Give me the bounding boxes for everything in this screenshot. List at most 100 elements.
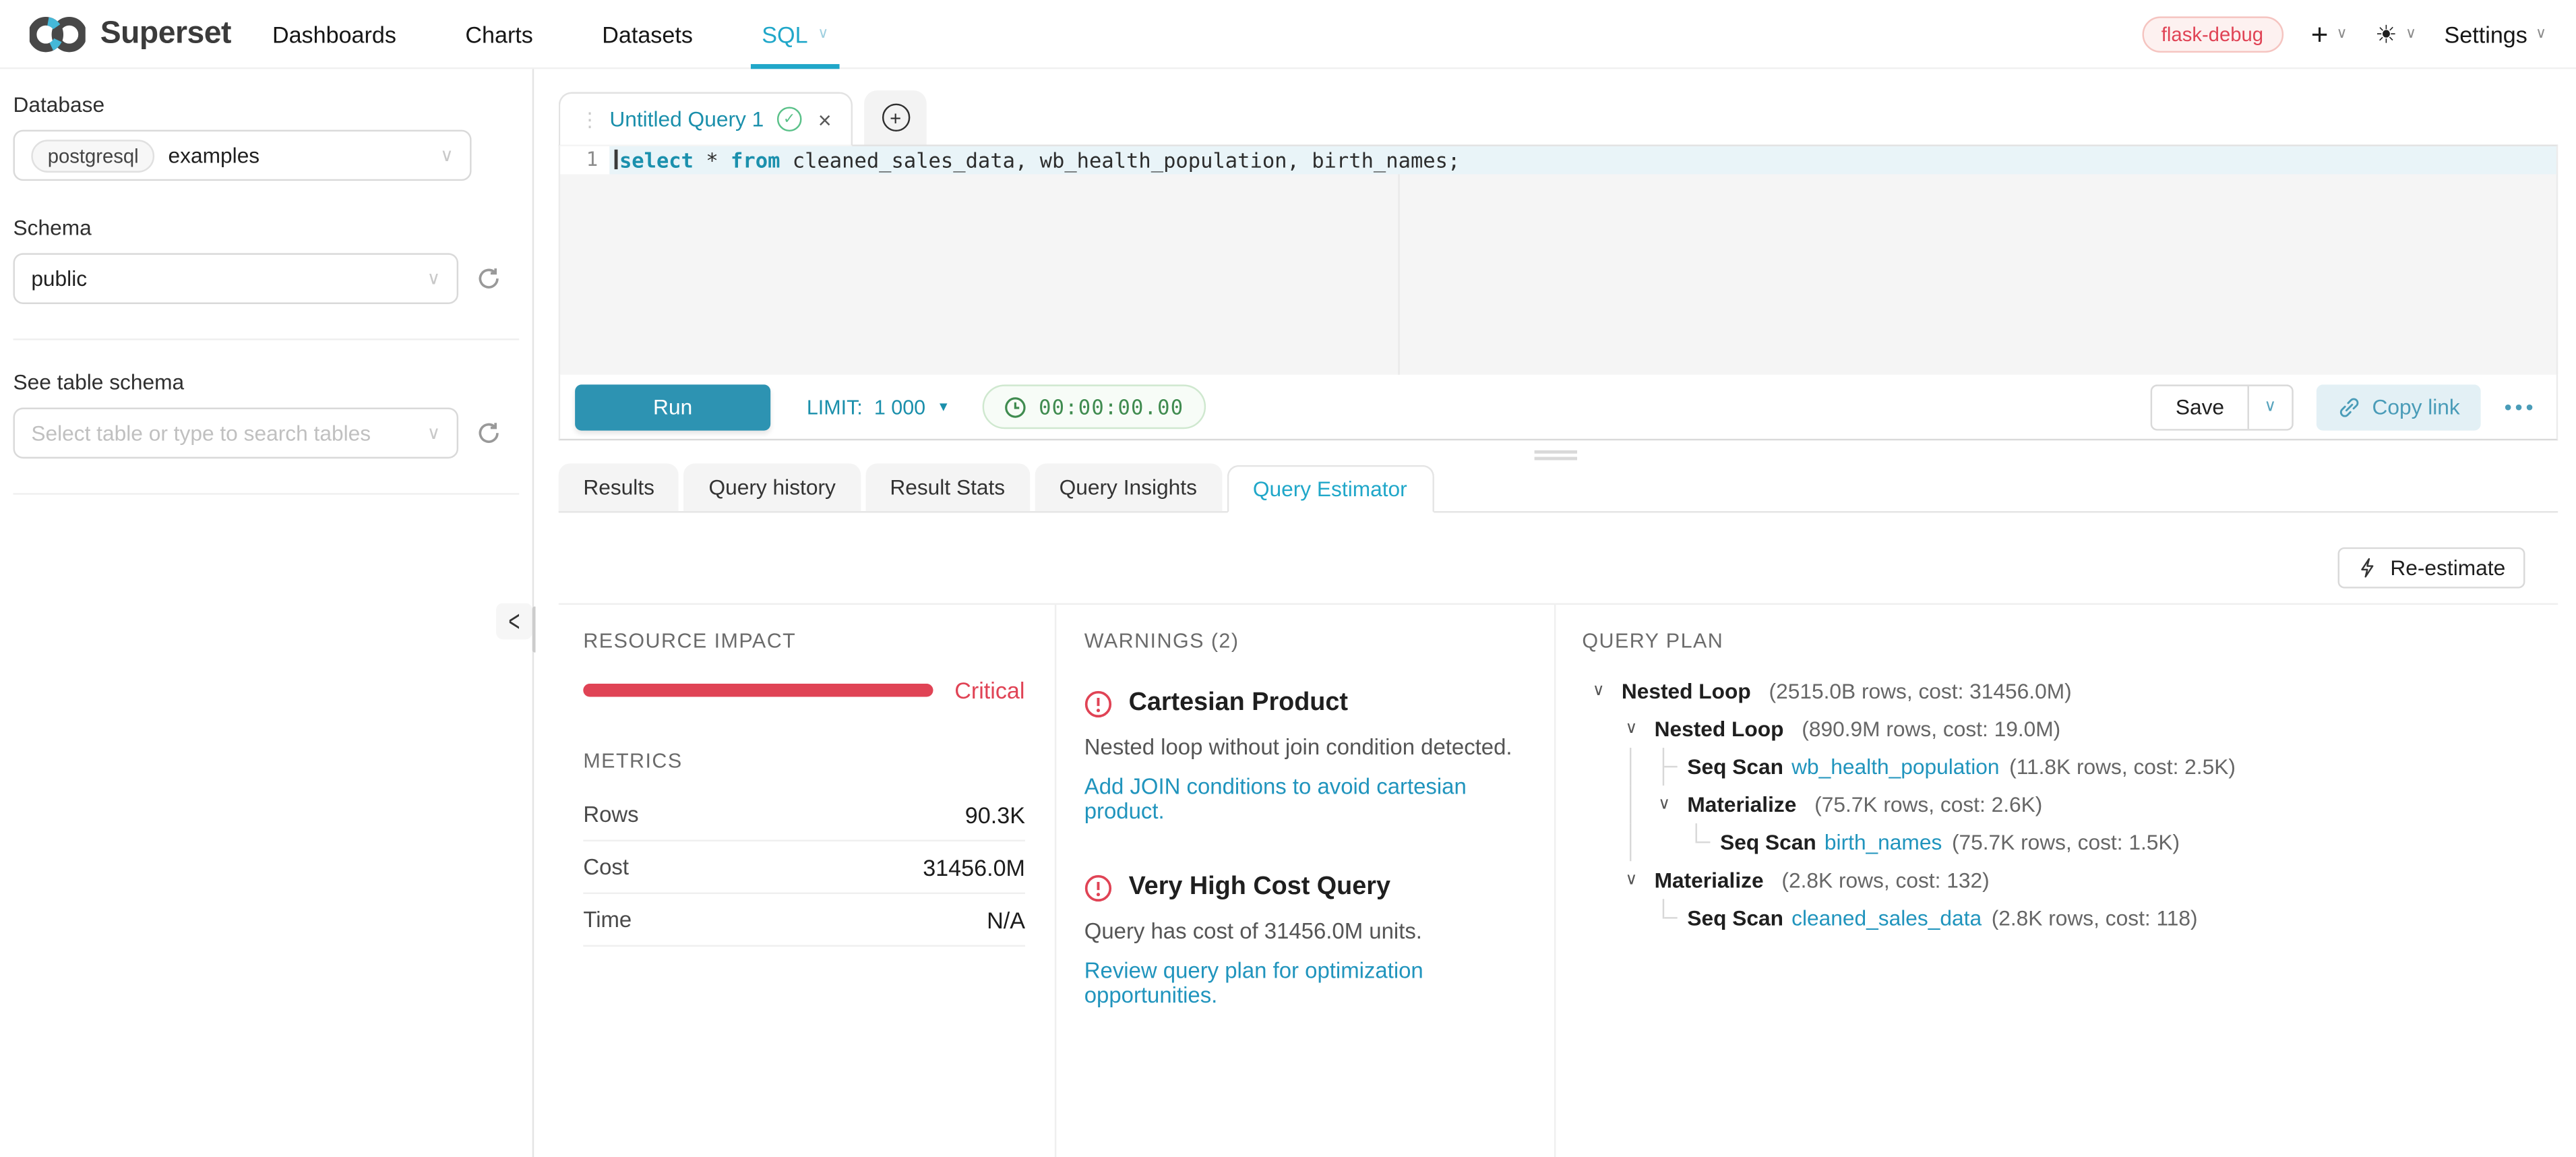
drag-handle-icon[interactable]: ⋮ — [580, 107, 599, 131]
table-select-placeholder: Select table or type to search tables — [31, 421, 371, 446]
metrics-title: METRICS — [583, 749, 683, 773]
nav-item-dashboards[interactable]: Dashboards — [272, 20, 396, 47]
line-number: 1 — [560, 146, 610, 175]
superset-logo[interactable]: Superset — [29, 12, 232, 55]
plan-node: ∨ Materialize (75.7K rows, cost: 2.6K) — [1582, 785, 2542, 824]
warnings-column: WARNINGS (2) Cartesian Product Nested lo… — [1056, 605, 1556, 1157]
tab-result-stats[interactable]: Result Stats — [865, 463, 1030, 512]
warning-description: Query has cost of 31456.0M units. — [1084, 918, 1422, 944]
sql-code-editor[interactable]: 1 select * from cleaned_sales_data, wb_h… — [558, 144, 2558, 375]
query-tab[interactable]: ⋮ Untitled Query 1 ✓ × — [558, 92, 853, 146]
warning-action-link[interactable]: Review query plan for optimization oppor… — [1084, 958, 1423, 1008]
brand-name: Superset — [100, 16, 232, 51]
table-schema-label: See table schema — [13, 369, 185, 394]
warning-item: Cartesian Product Nested loop without jo… — [1084, 688, 1535, 823]
tab-query-insights[interactable]: Query Insights — [1035, 463, 1222, 512]
chevron-down-icon[interactable]: ∨ — [1592, 682, 1605, 701]
clock-icon — [1005, 396, 1026, 417]
close-icon[interactable]: × — [818, 106, 832, 133]
chevron-down-icon[interactable]: ∨ — [1658, 795, 1671, 814]
warning-action-link[interactable]: Add JOIN conditions to avoid cartesian p… — [1084, 774, 1467, 824]
nav-item-charts[interactable]: Charts — [465, 20, 533, 47]
warning-item: Very High Cost Query Query has cost of 3… — [1084, 872, 1535, 1007]
schema-select[interactable]: public ∨ — [13, 253, 459, 304]
sql-code-line: select * from cleaned_sales_data, wb_hea… — [609, 146, 2556, 175]
lightning-bolt-icon — [2361, 558, 2374, 578]
database-group: Database postgresql examples ∨ — [13, 92, 520, 181]
new-query-tab-button[interactable]: + — [864, 90, 927, 145]
plan-node: ∨ Nested Loop (2515.0B rows, cost: 31456… — [1582, 672, 2542, 710]
plan-node: Seq Scan wb_health_population (11.8K row… — [1582, 748, 2542, 786]
chevron-down-icon: ∨ — [2536, 24, 2547, 41]
database-value: examples — [168, 143, 260, 168]
chevron-down-icon: ∨ — [427, 423, 441, 444]
chevron-down-icon[interactable]: ∨ — [1625, 870, 1638, 889]
sun-icon: ☀ — [2375, 20, 2397, 49]
nav-menu: Dashboards Charts Datasets SQL ∨ — [238, 0, 863, 69]
editor-toolbar: Run LIMIT: 1 000 ▼ 00:00:00.00 Save — [558, 374, 2558, 441]
table-select[interactable]: Select table or type to search tables ∨ — [13, 407, 459, 459]
navbar-right: flask-debug + ∨ ☀ ∨ Settings ∨ — [2141, 16, 2547, 52]
print-margin-line — [1398, 174, 1400, 375]
save-button[interactable]: Save — [2153, 385, 2249, 428]
table-schema-group: See table schema Select table or type to… — [13, 369, 520, 459]
divider — [13, 338, 520, 340]
query-plan-tree: ∨ Nested Loop (2515.0B rows, cost: 31456… — [1582, 672, 2542, 937]
new-item-button[interactable]: + ∨ — [2311, 19, 2348, 49]
refresh-icon[interactable] — [477, 266, 501, 291]
theme-toggle-button[interactable]: ☀ ∨ — [2375, 19, 2416, 49]
tab-query-history[interactable]: Query history — [683, 463, 861, 512]
chevron-left-icon: < — [508, 603, 520, 639]
editor-line-1: 1 select * from cleaned_sales_data, wb_h… — [560, 146, 2556, 175]
warning-title: Cartesian Product — [1128, 688, 1349, 717]
nav-item-datasets[interactable]: Datasets — [602, 20, 693, 47]
plan-node: Seq Scan birth_names (75.7K rows, cost: … — [1582, 823, 2542, 862]
main-panel: ⋮ Untitled Query 1 ✓ × + 1 select * from… — [535, 69, 2576, 1157]
query-saved-check-icon: ✓ — [776, 107, 802, 131]
schema-label: Schema — [13, 215, 92, 240]
sql-editor-pane: ⋮ Untitled Query 1 ✓ × + 1 select * from… — [558, 90, 2558, 441]
collapse-sidebar-button[interactable]: < — [496, 603, 532, 640]
warning-circle-icon — [1084, 874, 1112, 901]
query-tab-title: Untitled Query 1 — [609, 107, 764, 131]
chevron-down-icon: ∨ — [427, 269, 441, 289]
warning-title: Very High Cost Query — [1128, 872, 1391, 901]
plus-icon: + — [2310, 17, 2329, 51]
text-cursor — [614, 149, 618, 170]
refresh-icon[interactable] — [477, 421, 501, 446]
query-plan-column: QUERY PLAN ∨ Nested Loop (2515.0B rows, … — [1556, 605, 2558, 1157]
plan-node: Seq Scan cleaned_sales_data (2.8K rows, … — [1582, 899, 2542, 937]
save-split-button: Save ∨ — [2151, 384, 2294, 430]
reestimate-button[interactable]: Re-estimate — [2337, 547, 2525, 589]
warnings-title: WARNINGS (2) — [1084, 629, 1239, 653]
caret-down-icon: ▼ — [937, 399, 950, 415]
database-select[interactable]: postgresql examples ∨ — [13, 129, 472, 181]
settings-menu[interactable]: Settings ∨ — [2444, 20, 2547, 47]
result-tabs: Results Query history Result Stats Query… — [558, 463, 2558, 513]
plan-node: ∨ Materialize (2.8K rows, cost: 132) — [1582, 861, 2542, 899]
save-options-button[interactable]: ∨ — [2249, 386, 2292, 428]
impact-level-bar — [583, 684, 933, 697]
tab-query-estimator[interactable]: Query Estimator — [1226, 465, 1434, 513]
chevron-down-icon[interactable]: ∨ — [1625, 719, 1638, 738]
query-timer: 00:00:00.00 — [983, 384, 1206, 429]
tab-results[interactable]: Results — [558, 463, 679, 512]
metric-row-time: Time N/A — [583, 894, 1025, 947]
warning-circle-icon — [1084, 690, 1112, 717]
chevron-down-icon: ∨ — [440, 146, 454, 167]
scrollbar-thumb[interactable] — [532, 606, 538, 653]
navbar: Superset Dashboards Charts Datasets SQL ∨… — [0, 0, 2576, 69]
schema-group: Schema public ∨ — [13, 215, 520, 304]
limit-dropdown[interactable]: LIMIT: 1 000 ▼ — [806, 395, 950, 419]
resource-impact-column: RESOURCE IMPACT Critical METRICS Rows 90… — [559, 605, 1057, 1157]
more-options-button[interactable]: ••• — [2504, 394, 2537, 419]
warning-description: Nested loop without join condition detec… — [1084, 734, 1512, 760]
infinity-logo-icon — [29, 16, 86, 52]
pane-resize-handle[interactable] — [1534, 447, 1577, 463]
timer-value: 00:00:00.00 — [1039, 394, 1184, 419]
environment-badge: flask-debug — [2141, 16, 2283, 52]
run-button[interactable]: Run — [575, 384, 771, 430]
nav-item-sql[interactable]: SQL ∨ — [727, 0, 863, 69]
copy-link-button[interactable]: Copy link — [2316, 384, 2482, 430]
